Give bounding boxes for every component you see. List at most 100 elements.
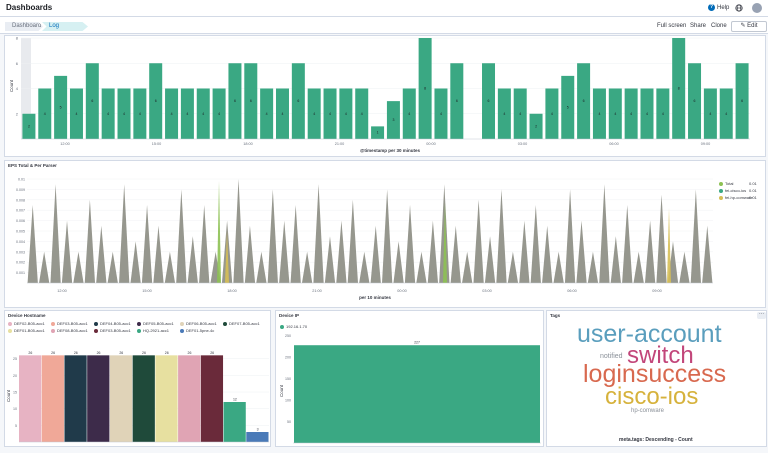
y-tick-label: 250 bbox=[285, 334, 291, 338]
eps-area-peak bbox=[233, 179, 244, 283]
histogram-bar bbox=[339, 88, 353, 139]
x-tick-label: 06:00 bbox=[609, 142, 619, 146]
panel-options-icon[interactable]: ··· bbox=[757, 311, 766, 319]
tag-word-user-account[interactable]: user-account bbox=[577, 320, 722, 348]
tag-word-cisco-ios[interactable]: cisco-ios bbox=[605, 383, 699, 410]
histogram-bar bbox=[513, 88, 527, 139]
tag-word-loginsuccess[interactable]: loginsuccess bbox=[583, 360, 727, 388]
hostname-legend-item[interactable]: DEF07-B05-acc1 bbox=[223, 321, 260, 326]
tag-word-switch[interactable]: switch bbox=[627, 342, 694, 369]
eps-area-peak bbox=[496, 189, 507, 283]
legend-label: DEF02-B05-acc1 bbox=[14, 321, 45, 326]
count-histogram-chart: 2 4 6 8 Count 2 4 5 4 6 4 4 4 6 4 4 4 4 6 6 4 4 6 4 4 4 4 1 3 4 8 4 6 6 4 4… bbox=[9, 36, 750, 153]
bar-value-label: 4 bbox=[598, 112, 600, 116]
globe-icon[interactable] bbox=[735, 4, 743, 12]
bar-value-label: 4 bbox=[186, 112, 188, 116]
histogram-bar bbox=[307, 88, 321, 139]
device-ip-legend-label: 192.16.1.70 bbox=[286, 324, 308, 329]
hostname-legend-item[interactable]: DEF06-B05-acc1 bbox=[180, 321, 217, 326]
histogram-bar bbox=[355, 88, 369, 139]
device-hostname-chart: 5 10 15 20 25 Count 26 26 26 26 26 26 26 26 26 12 3 bbox=[6, 351, 269, 443]
x-tick-label: 12:00 bbox=[57, 289, 67, 293]
eps-panel-title: EPS Total & Per Parser bbox=[8, 163, 57, 168]
eps-area-peak bbox=[27, 205, 38, 283]
bar-value-label: 4 bbox=[44, 112, 46, 116]
app-title: Dashboards bbox=[6, 3, 53, 12]
legend-label: Total bbox=[725, 181, 734, 186]
hostname-legend-item[interactable]: DEF01-5pne-4c bbox=[180, 328, 214, 333]
x-axis-label: @timestamp per 30 minutes bbox=[360, 148, 420, 153]
help-label: Help bbox=[717, 4, 730, 11]
legend-label: DEF08-B05-acc1 bbox=[57, 328, 88, 333]
tag-word-hp-comware[interactable]: hp-comware bbox=[631, 408, 665, 414]
hostname-legend-item[interactable]: DEF01-B05-acc1 bbox=[8, 328, 45, 333]
histogram-bar bbox=[545, 88, 559, 139]
hostname-legend-item[interactable]: DEF03-B05-acc1 bbox=[94, 328, 131, 333]
eps-area-peak bbox=[450, 225, 461, 283]
histogram-bar bbox=[719, 88, 733, 139]
full-screen-link[interactable]: Full screen bbox=[657, 23, 687, 29]
histogram-bar bbox=[672, 38, 686, 139]
bar-value-label: 4 bbox=[107, 112, 109, 116]
histogram-bar bbox=[735, 63, 749, 139]
legend-dot-icon bbox=[719, 181, 723, 186]
help-link[interactable]: ? Help bbox=[708, 4, 729, 11]
histogram-bar bbox=[656, 88, 670, 139]
eps-area-peak bbox=[599, 184, 610, 283]
legend-dot-icon bbox=[180, 321, 184, 326]
tag-word-notified[interactable]: notified bbox=[600, 353, 623, 360]
histogram-bar bbox=[133, 88, 147, 139]
bar-value-label: 8 bbox=[424, 87, 426, 91]
user-avatar[interactable] bbox=[752, 3, 762, 13]
hostname-legend-item[interactable]: DEF08-B05-acc1 bbox=[51, 328, 88, 333]
eps-area-peak bbox=[96, 225, 107, 283]
legend-label: fei-hp-comware bbox=[725, 195, 753, 200]
legend-label: DEF06-B05-acc1 bbox=[186, 321, 217, 326]
eps-parser-peak bbox=[217, 181, 221, 283]
y-tick-label: 20 bbox=[13, 374, 17, 378]
clone-link[interactable]: Clone bbox=[711, 23, 727, 29]
eps-area-peak bbox=[39, 251, 50, 283]
eps-area-peak bbox=[84, 199, 96, 283]
hostname-bar bbox=[223, 402, 246, 442]
x-tick-label: 12:00 bbox=[60, 142, 70, 146]
y-tick-label: 0.007 bbox=[16, 209, 25, 213]
histogram-bar bbox=[418, 38, 432, 139]
bar-value-label: 4 bbox=[171, 112, 173, 116]
histogram-bar bbox=[371, 126, 385, 139]
bar-value-label: 4 bbox=[202, 112, 204, 116]
bar-value-label: 6 bbox=[741, 99, 743, 103]
histogram-bar bbox=[22, 113, 36, 139]
device-ip-legend-item[interactable]: 192.16.1.70 bbox=[280, 324, 307, 329]
eps-legend-item[interactable]: Total 0.01 bbox=[719, 181, 757, 186]
hostname-legend-item[interactable]: HQ-2921-acc1 bbox=[137, 328, 169, 333]
hostname-bar bbox=[200, 355, 224, 442]
histogram-bar bbox=[482, 63, 496, 139]
device-hostname-title: Device Hostname bbox=[8, 313, 46, 318]
eps-area-peak bbox=[473, 199, 484, 283]
legend-value: 0.01 bbox=[749, 195, 757, 200]
share-link[interactable]: Share bbox=[690, 23, 707, 29]
eps-legend-item[interactable]: fei-cisco-ios 0.01 bbox=[719, 188, 757, 193]
bar-value-label: 12 bbox=[233, 398, 237, 402]
x-tick-label: 00:00 bbox=[426, 142, 436, 146]
x-tick-label: 15:00 bbox=[142, 289, 152, 293]
hostname-legend-item[interactable]: DEF04-B05-acc1 bbox=[94, 321, 131, 326]
x-tick-label: 09:00 bbox=[652, 289, 662, 293]
hostname-legend-item[interactable]: DEF03-B05-acc1 bbox=[51, 321, 88, 326]
edit-button[interactable]: ✎ Edit bbox=[731, 21, 767, 32]
hostname-legend-item[interactable]: DEF05-B05-acc1 bbox=[137, 321, 174, 326]
hostname-legend-item[interactable]: DEF02-B05-acc1 bbox=[8, 321, 45, 326]
histogram-bar bbox=[69, 88, 83, 139]
eps-area-peak bbox=[576, 220, 587, 283]
x-tick-label: 03:00 bbox=[518, 142, 528, 146]
breadcrumb-dashboard[interactable]: Dashboard bbox=[5, 22, 43, 31]
histogram-bar bbox=[180, 88, 194, 139]
eps-area-peak bbox=[50, 184, 61, 283]
eps-area-peak bbox=[587, 251, 599, 283]
device-ip-panel: Device IP 192.16.1.70 50 100 150 200 250 Coun… bbox=[275, 310, 544, 447]
eps-area-peak bbox=[507, 251, 519, 283]
eps-area-peak bbox=[542, 225, 553, 283]
eps-legend-item[interactable]: fei-hp-comware 0.01 bbox=[719, 195, 757, 200]
eps-area-peak bbox=[370, 225, 381, 283]
